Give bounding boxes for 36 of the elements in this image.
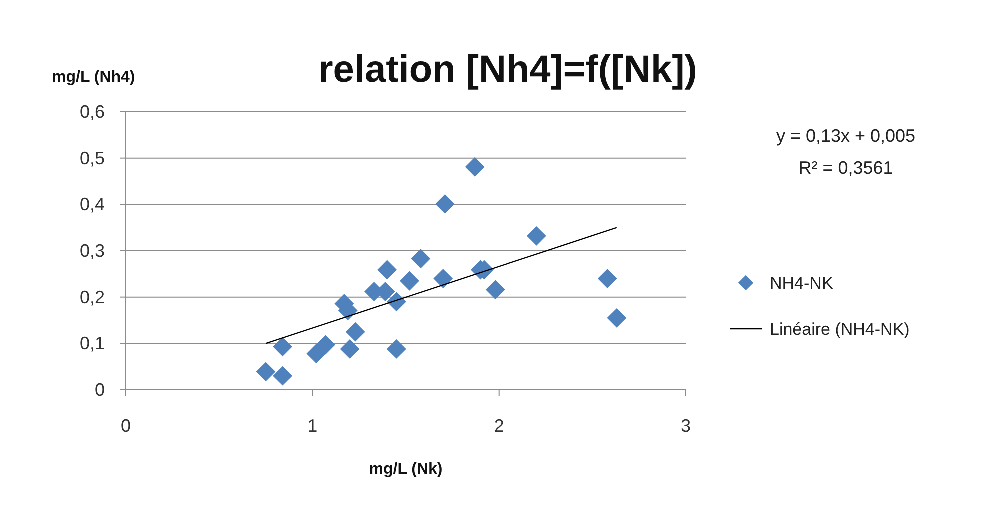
point <box>378 260 398 280</box>
point <box>306 344 326 364</box>
x-axis-title: mg/L (Nk) <box>369 461 443 478</box>
point <box>465 157 485 177</box>
x-tick-label: 1 <box>308 416 318 436</box>
point <box>526 226 546 246</box>
y-tick-label: 0 <box>94 380 105 400</box>
legend-label: NH4-NK <box>770 274 834 293</box>
y-axis-title: mg/L (Nh4) <box>52 69 136 86</box>
point <box>273 366 292 386</box>
x-tick-label: 0 <box>120 416 132 436</box>
y-tick-label: 0,5 <box>80 148 105 168</box>
y-tick-label: 0,1 <box>80 334 105 354</box>
point <box>273 337 292 357</box>
text: y = 0,13x + 0,005 <box>776 126 916 146</box>
point <box>316 335 336 355</box>
y-tick-label: 0,2 <box>80 287 105 308</box>
point <box>598 269 618 288</box>
x-tick-label: 3 <box>680 416 692 436</box>
text: R² = 0,3561 <box>798 158 894 178</box>
point <box>607 308 627 328</box>
chart-title: relation [Nh4]=f([Nk]) <box>318 49 698 91</box>
point <box>486 280 506 300</box>
legend-label: Linéaire (NH4-NK) <box>770 320 910 339</box>
y-tick-label: 0,6 <box>80 102 105 122</box>
point <box>346 322 366 342</box>
point <box>434 269 454 288</box>
point <box>386 340 406 359</box>
point <box>436 194 455 214</box>
point <box>256 362 276 382</box>
point <box>400 271 420 291</box>
y-tick-label: 0,3 <box>80 241 105 261</box>
x-tick-label: 2 <box>494 416 504 436</box>
point <box>411 249 431 269</box>
y-tick-label: 0,4 <box>80 194 105 215</box>
point <box>340 340 360 359</box>
